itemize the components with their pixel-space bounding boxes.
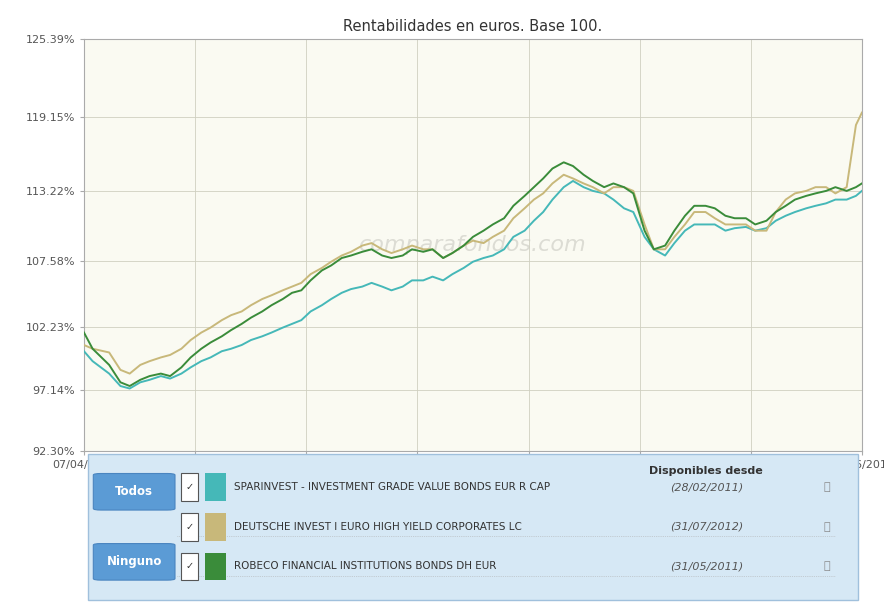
FancyBboxPatch shape — [94, 544, 175, 580]
Text: Todos: Todos — [115, 485, 153, 498]
Title: Rentabilidades en euros. Base 100.: Rentabilidades en euros. Base 100. — [343, 19, 603, 34]
Text: (31/07/2012): (31/07/2012) — [670, 522, 743, 532]
Text: ✓: ✓ — [186, 561, 194, 571]
Text: (28/02/2011): (28/02/2011) — [670, 482, 743, 492]
Bar — [204, 553, 226, 580]
Bar — [204, 513, 226, 541]
Text: ROBECO FINANCIAL INSTITUTIONS BONDS DH EUR: ROBECO FINANCIAL INSTITUTIONS BONDS DH E… — [234, 561, 497, 571]
Text: 🗋: 🗋 — [824, 561, 830, 571]
Text: (31/05/2011): (31/05/2011) — [670, 561, 743, 571]
Bar — [204, 473, 226, 501]
FancyBboxPatch shape — [94, 473, 175, 510]
Text: 🗋: 🗋 — [824, 482, 830, 492]
Bar — [181, 553, 198, 580]
Text: Ninguno: Ninguno — [106, 555, 162, 568]
Text: ✓: ✓ — [186, 522, 194, 532]
Text: ✓: ✓ — [186, 482, 194, 492]
Text: 🗋: 🗋 — [824, 522, 830, 532]
Text: comparafondos.com: comparafondos.com — [359, 235, 587, 255]
Text: SPARINVEST - INVESTMENT GRADE VALUE BONDS EUR R CAP: SPARINVEST - INVESTMENT GRADE VALUE BOND… — [234, 482, 550, 492]
Bar — [181, 513, 198, 541]
Text: Disponibles desde: Disponibles desde — [650, 466, 763, 476]
Text: DEUTSCHE INVEST I EURO HIGH YIELD CORPORATES LC: DEUTSCHE INVEST I EURO HIGH YIELD CORPOR… — [234, 522, 522, 532]
Bar — [181, 473, 198, 501]
